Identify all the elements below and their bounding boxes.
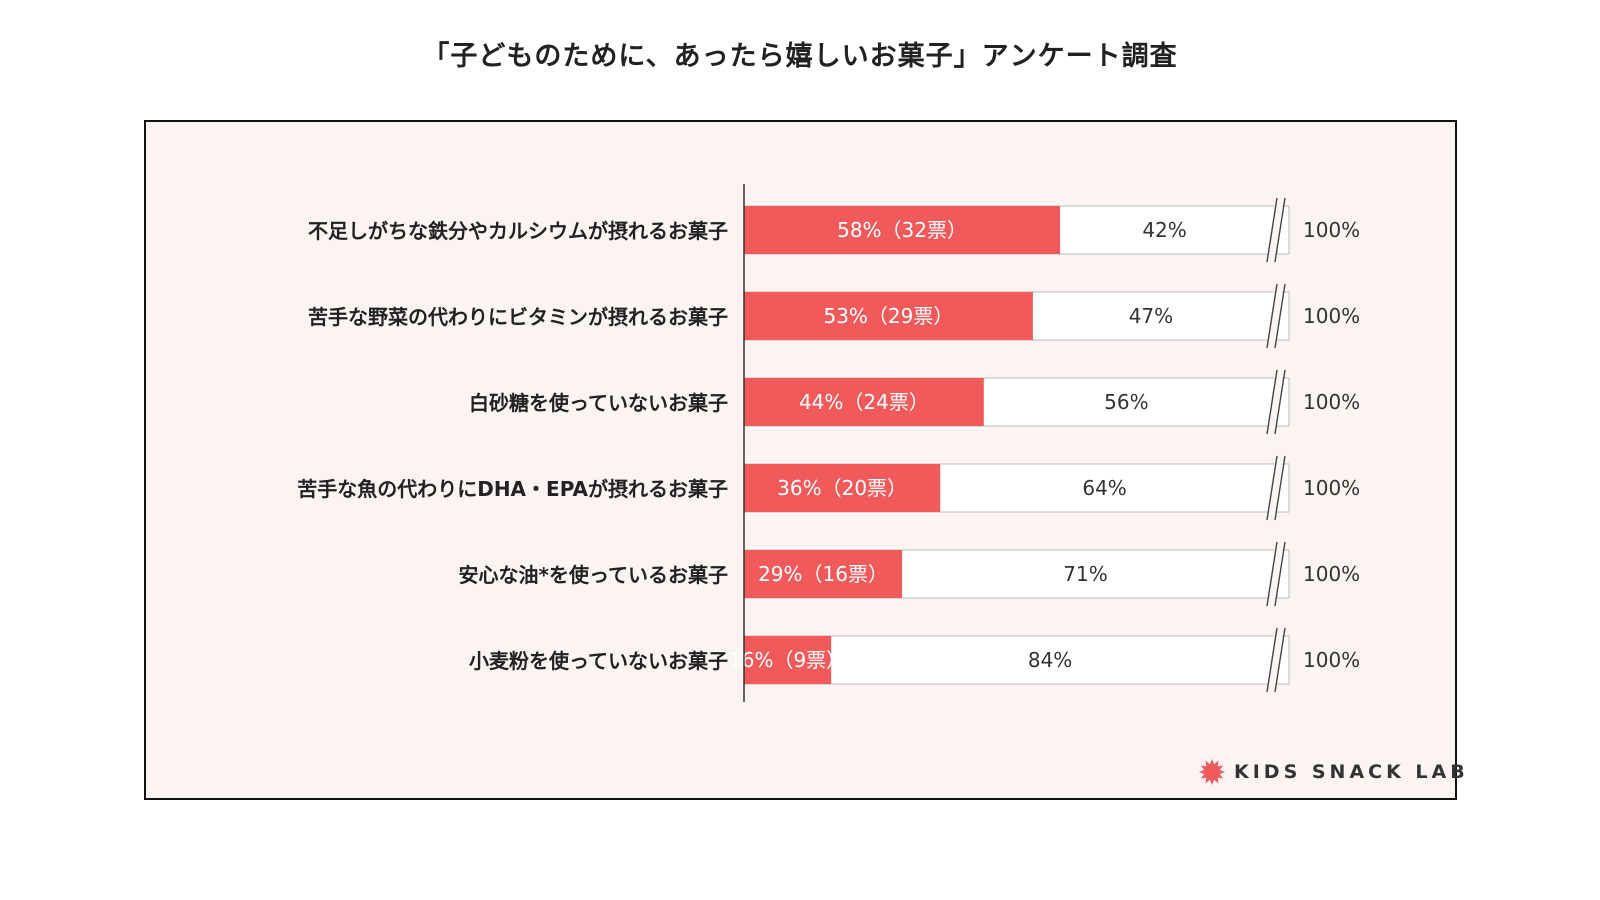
remainder-value-label: 84% [1028, 648, 1072, 672]
axis-break-gap [1267, 286, 1283, 346]
selected-bar [744, 378, 984, 426]
axis-break-gap [1267, 200, 1283, 260]
axis-break-line [1274, 283, 1286, 349]
category-label: 苦手な野菜の代わりにビタミンが摂れるお菓子 [308, 305, 728, 329]
selected-bar [744, 292, 1033, 340]
remainder-value-label: 42% [1142, 218, 1186, 242]
remainder-value-label: 47% [1129, 304, 1173, 328]
brand-name: KIDS SNACK LAB [1234, 761, 1469, 783]
remainder-bar [743, 635, 1290, 685]
total-label: 100% [1303, 648, 1360, 672]
axis-break-line [1274, 369, 1286, 435]
axis-break-gap [1267, 630, 1283, 690]
selected-bar [744, 636, 832, 684]
selected-value-label: 29%（16票） [758, 562, 888, 586]
selected-value-label: 53%（29票） [823, 304, 953, 328]
axis-break-line [1274, 627, 1286, 693]
selected-value-label: 58%（32票） [837, 218, 967, 242]
axis-break-line [1266, 455, 1278, 521]
selected-value-label: 16%（9票） [729, 648, 846, 672]
axis-break-gap [1267, 372, 1283, 432]
axis-break-line [1274, 197, 1286, 263]
total-label: 100% [1303, 390, 1360, 414]
remainder-value-label: 64% [1082, 476, 1126, 500]
total-label: 100% [1303, 476, 1360, 500]
total-label: 100% [1303, 562, 1360, 586]
axis-break-line [1266, 283, 1278, 349]
chart-frame: 不足しがちな鉄分やカルシウムが摂れるお菓子 58%（32票） 42% 100% 苦手な野… [144, 120, 1457, 800]
starburst-icon [1199, 759, 1225, 785]
axis-break-line [1266, 541, 1278, 607]
axis-break-line [1266, 627, 1278, 693]
bar-chart: 不足しがちな鉄分やカルシウムが摂れるお菓子 58%（32票） 42% 100% 苦手な野… [297, 184, 1360, 702]
category-label: 小麦粉を使っていないお菓子 [469, 649, 728, 673]
remainder-value-label: 71% [1063, 562, 1107, 586]
selected-bar [744, 464, 941, 512]
selected-value-label: 36%（20票） [777, 476, 907, 500]
axis-break-line [1266, 369, 1278, 435]
category-label: 白砂糖を使っていないお菓子 [469, 391, 728, 415]
brand-logo: KIDS SNACK LAB [1198, 758, 1469, 786]
selected-value-label: 44%（24票） [799, 390, 929, 414]
category-label: 安心な油*を使っているお菓子 [459, 563, 728, 587]
total-label: 100% [1303, 304, 1360, 328]
axis-break-line [1266, 197, 1278, 263]
category-label: 不足しがちな鉄分やカルシウムが摂れるお菓子 [308, 219, 728, 243]
axis-break-line [1274, 455, 1286, 521]
axis-break-gap [1267, 544, 1283, 604]
chart-title: 「子どものために、あったら嬉しいお菓子」アンケート調査 [422, 41, 1178, 72]
remainder-value-label: 56% [1104, 390, 1148, 414]
category-label: 苦手な魚の代わりにDHA・EPAが摂れるお菓子 [297, 477, 728, 501]
selected-bar [744, 206, 1061, 254]
selected-bar [744, 550, 903, 598]
axis-break-line [1274, 541, 1286, 607]
total-label: 100% [1303, 218, 1360, 242]
axis-break-gap [1267, 458, 1283, 518]
